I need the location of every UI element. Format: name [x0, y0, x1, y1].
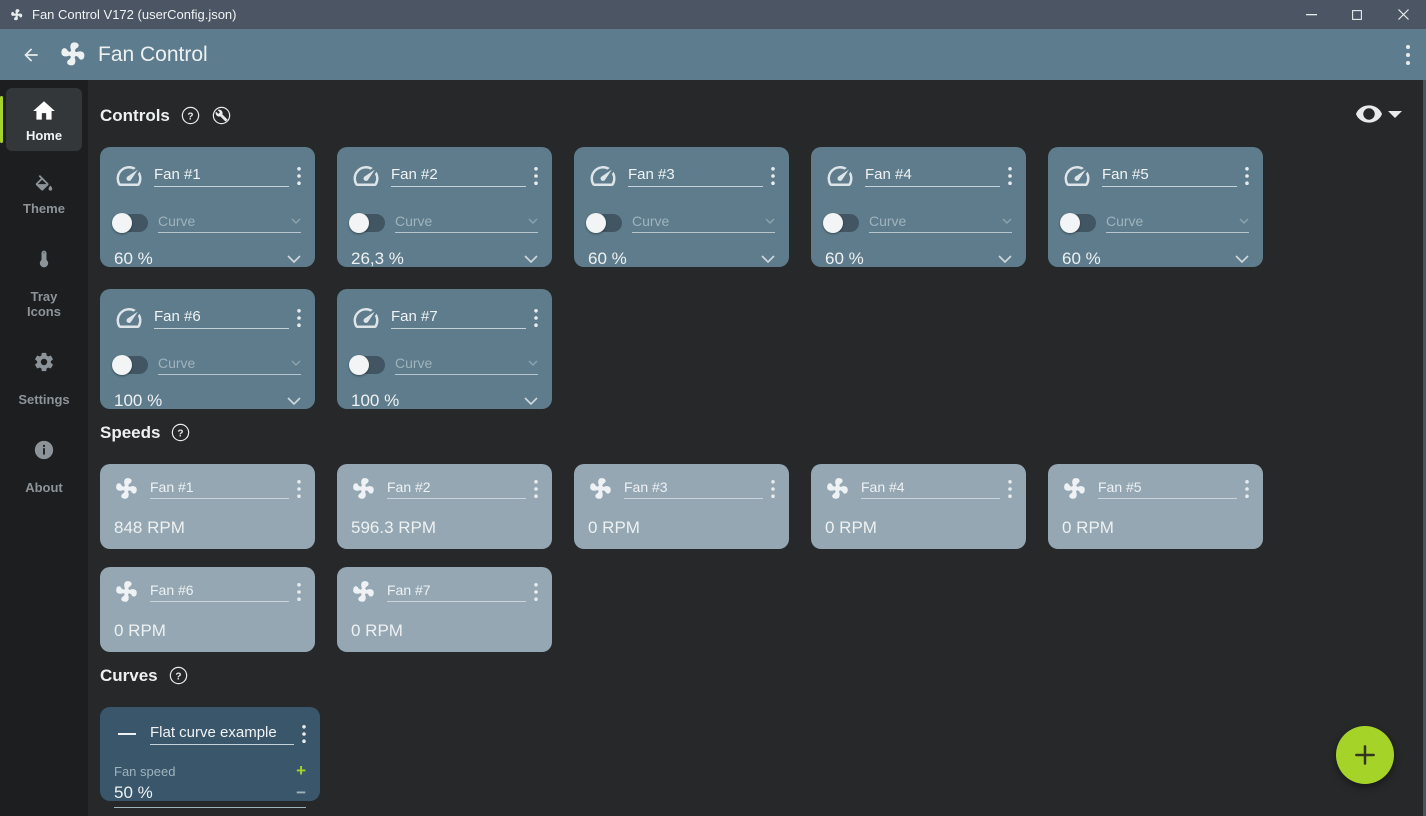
svg-text:?: ? — [175, 671, 181, 682]
svg-text:?: ? — [178, 428, 184, 439]
svg-text:?: ? — [187, 111, 193, 122]
